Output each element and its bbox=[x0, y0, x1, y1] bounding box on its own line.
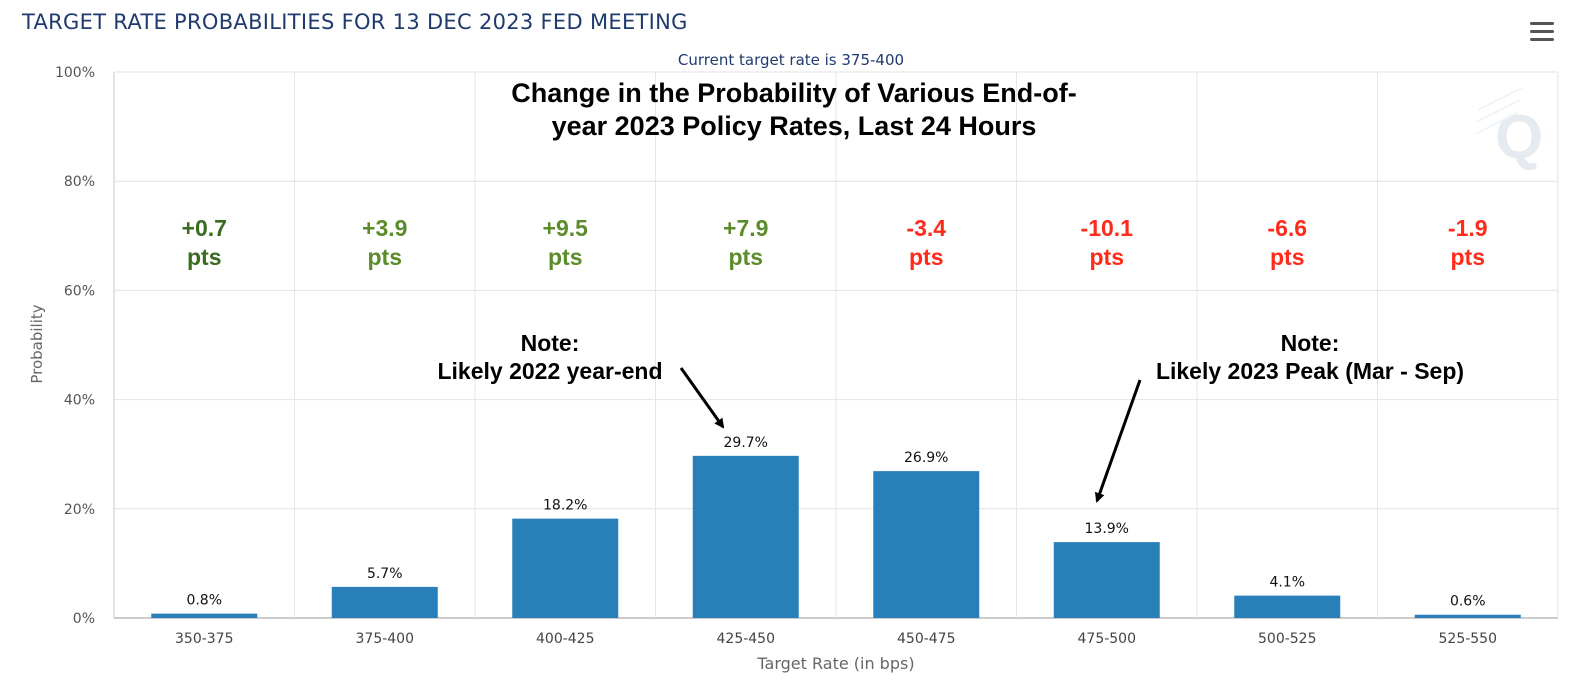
change-value-label: -6.6 bbox=[1267, 215, 1307, 241]
change-value-label: +3.9 bbox=[362, 215, 407, 241]
bar-450-475[interactable] bbox=[873, 471, 980, 618]
x-axis-label: Target Rate (in bps) bbox=[756, 654, 914, 673]
x-tick-label: 450-475 bbox=[897, 631, 956, 647]
svg-text:Q: Q bbox=[1495, 103, 1543, 172]
change-value-label: +0.7 bbox=[182, 215, 227, 241]
bar-525-550[interactable] bbox=[1414, 614, 1521, 618]
bar-value-label: 5.7% bbox=[367, 566, 403, 582]
x-tick-label: 475-500 bbox=[1078, 631, 1137, 647]
bar-475-500[interactable] bbox=[1053, 542, 1160, 618]
change-unit-label: pts bbox=[548, 244, 583, 270]
x-tick-label: 425-450 bbox=[717, 631, 776, 647]
note-arrow bbox=[1094, 379, 1142, 503]
bar-value-label: 13.9% bbox=[1085, 521, 1129, 537]
change-unit-label: pts bbox=[187, 244, 222, 270]
bar-value-label: 0.8% bbox=[186, 593, 222, 609]
x-tick-label: 525-550 bbox=[1439, 631, 1498, 647]
y-tick-label: 40% bbox=[64, 393, 95, 409]
change-unit-label: pts bbox=[1270, 244, 1305, 270]
hamburger-menu-icon[interactable] bbox=[1530, 22, 1554, 42]
y-tick-label: 20% bbox=[64, 502, 95, 518]
change-unit-label: pts bbox=[909, 244, 944, 270]
bar-350-375[interactable] bbox=[151, 613, 258, 618]
x-tick-label: 350-375 bbox=[175, 631, 234, 647]
y-tick-label: 80% bbox=[64, 174, 95, 190]
bar-425-450[interactable] bbox=[692, 455, 799, 618]
change-value-label: +9.5 bbox=[543, 215, 589, 241]
change-unit-label: pts bbox=[729, 244, 764, 270]
change-unit-label: pts bbox=[368, 244, 403, 270]
change-unit-label: pts bbox=[1090, 244, 1125, 270]
change-value-label: +7.9 bbox=[723, 215, 768, 241]
y-tick-label: 100% bbox=[55, 65, 95, 81]
note-text-line: Note: bbox=[1281, 330, 1340, 356]
x-tick-label: 400-425 bbox=[536, 631, 595, 647]
bar-value-label: 0.6% bbox=[1450, 594, 1486, 610]
chart-title: TARGET RATE PROBABILITIES FOR 13 DEC 202… bbox=[22, 10, 688, 34]
note-arrow bbox=[679, 367, 725, 429]
x-tick-label: 375-400 bbox=[356, 631, 415, 647]
note-text-line: Likely 2023 Peak (Mar - Sep) bbox=[1156, 358, 1464, 384]
change-value-label: -10.1 bbox=[1081, 215, 1134, 241]
q-watermark-icon: Q bbox=[1475, 87, 1543, 172]
note-text-line: Note: bbox=[521, 330, 580, 356]
note-text-line: Likely 2022 year-end bbox=[437, 358, 662, 384]
bar-value-label: 18.2% bbox=[543, 498, 587, 514]
y-tick-label: 0% bbox=[73, 611, 95, 627]
change-unit-label: pts bbox=[1451, 244, 1486, 270]
bar-500-525[interactable] bbox=[1234, 595, 1341, 618]
change-value-label: -3.4 bbox=[906, 215, 946, 241]
bar-375-400[interactable] bbox=[331, 586, 438, 618]
bar-value-label: 29.7% bbox=[724, 435, 768, 451]
bar-value-label: 4.1% bbox=[1269, 575, 1305, 591]
y-axis-label: Probability bbox=[28, 304, 46, 383]
x-tick-label: 500-525 bbox=[1258, 631, 1317, 647]
annotation-title-line: Change in the Probability of Various End… bbox=[511, 78, 1077, 108]
change-value-label: -1.9 bbox=[1448, 215, 1488, 241]
bar-value-label: 26.9% bbox=[904, 450, 948, 466]
y-tick-label: 60% bbox=[64, 283, 95, 299]
annotation-title-line: year 2023 Policy Rates, Last 24 Hours bbox=[552, 111, 1037, 141]
chart-subtitle: Current target rate is 375-400 bbox=[678, 51, 904, 69]
bar-400-425[interactable] bbox=[512, 518, 619, 618]
